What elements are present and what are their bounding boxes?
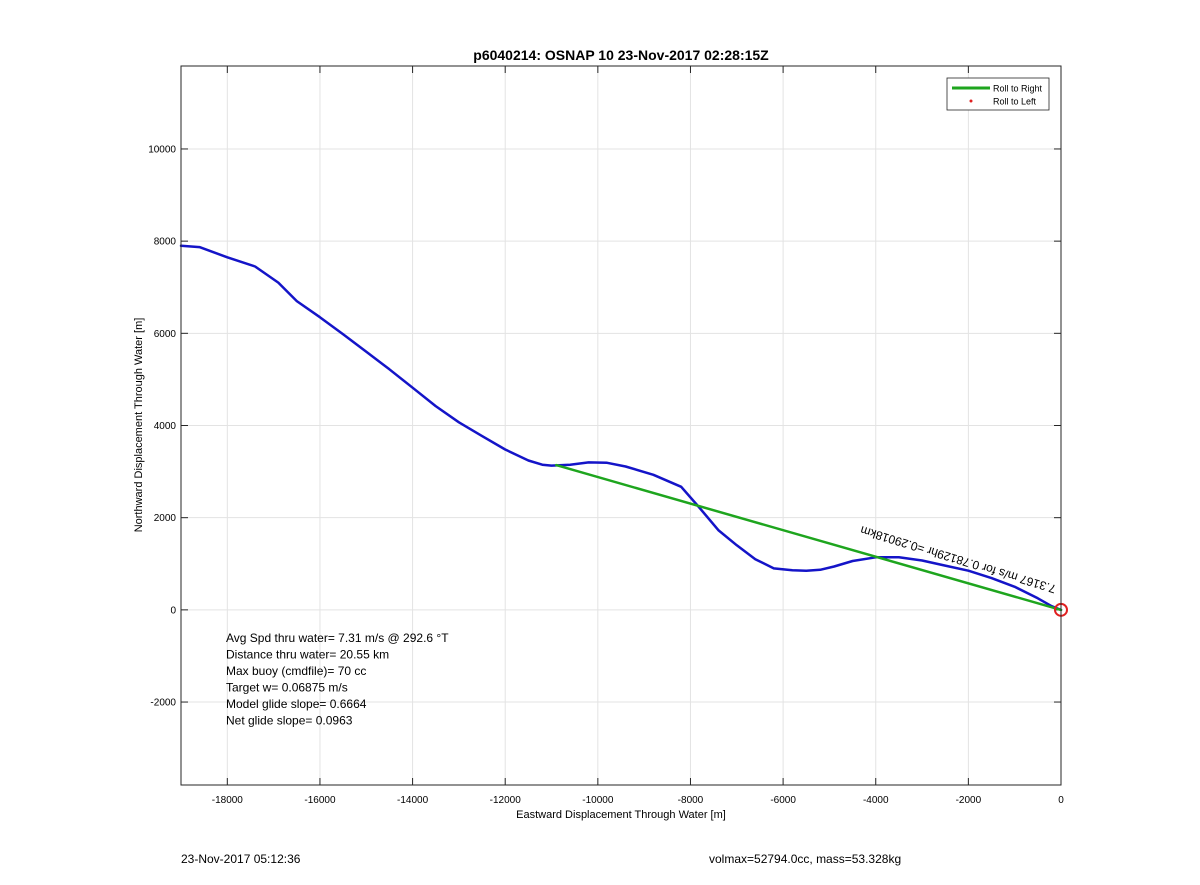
x-tick-label: -6000 <box>770 795 796 806</box>
legend-roll-left-dot <box>969 99 973 103</box>
legend-roll-right-label: Roll to Right <box>993 84 1043 94</box>
x-tick-label: -10000 <box>582 795 614 806</box>
x-tick-label: -14000 <box>397 795 429 806</box>
stats-annotations: Avg Spd thru water= 7.31 m/s @ 292.6 °T D… <box>226 631 449 728</box>
x-tick-label: -16000 <box>304 795 336 806</box>
y-tick-label: 4000 <box>154 421 177 432</box>
footer-volmax-mass: volmax=52794.0cc, mass=53.328kg <box>709 852 902 866</box>
net-displacement-line <box>554 463 1063 612</box>
x-tick-label: -8000 <box>678 795 704 806</box>
legend-roll-left-label: Roll to Left <box>993 97 1037 107</box>
legend: Roll to Right Roll to Left <box>946 77 1050 111</box>
stats-line: Distance thru water= 20.55 km <box>226 648 389 662</box>
y-tick-label: 8000 <box>154 237 177 248</box>
x-tick-label: -2000 <box>956 795 982 806</box>
chart-title: p6040214: OSNAP 10 23-Nov-2017 02:28:15Z <box>473 47 769 63</box>
legend-box <box>946 77 1050 111</box>
stats-line: Model glide slope= 0.6664 <box>226 697 367 711</box>
x-tick-label: -12000 <box>490 795 522 806</box>
axis-ticks: -18000 -16000 -14000 -12000 -10000 -8000 -6000… <box>148 66 1064 806</box>
x-tick-label: 0 <box>1058 795 1064 806</box>
x-tick-label: -18000 <box>212 795 244 806</box>
x-axis-label: Eastward Displacement Through Water [m] <box>516 809 726 821</box>
y-tick-label: 0 <box>170 605 176 616</box>
plot-frame <box>180 65 1062 786</box>
stats-line: Net glide slope= 0.0963 <box>226 714 353 728</box>
stats-line: Avg Spd thru water= 7.31 m/s @ 292.6 °T <box>226 631 449 645</box>
y-tick-label: -2000 <box>150 698 176 709</box>
data-series <box>179 244 1063 612</box>
y-axis-label: Northward Displacement Through Water [m] <box>133 318 145 533</box>
y-tick-label: 10000 <box>148 144 176 155</box>
footer-timestamp: 23-Nov-2017 05:12:36 <box>181 852 301 866</box>
stats-line: Max buoy (cmdfile)= 70 cc <box>226 664 366 678</box>
y-tick-label: 2000 <box>154 513 177 524</box>
stats-line: Target w= 0.06875 m/s <box>226 681 348 695</box>
glider-track-line <box>179 244 1063 612</box>
x-tick-label: -4000 <box>863 795 889 806</box>
y-tick-label: 6000 <box>154 329 177 340</box>
